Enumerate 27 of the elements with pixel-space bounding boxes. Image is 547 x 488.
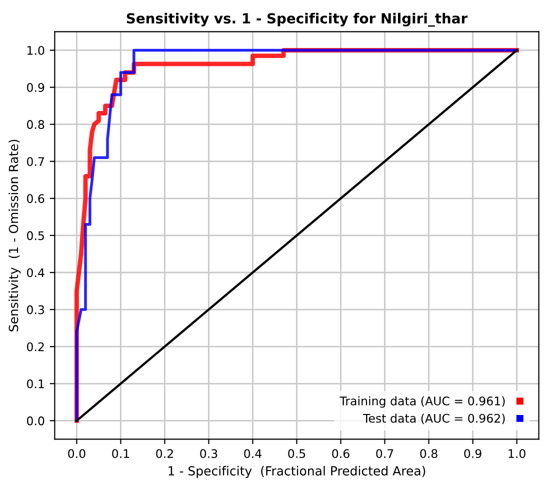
x-axis-title: 1 - Specificity (Fractional Predicted Area) [168, 466, 426, 478]
x-tick-label: 0.6 [332, 449, 350, 458]
y-tick-label: 0.3 [26, 305, 44, 314]
y-tick-label: 0.5 [26, 231, 44, 240]
y-tick-label: 0.2 [26, 342, 44, 352]
x-tick-label: 0.9 [464, 449, 482, 458]
x-tick-label: 0.2 [156, 449, 173, 458]
y-tick-label: 0.4 [26, 268, 44, 278]
x-tick-label: 0.4 [244, 449, 262, 458]
y-tick-label: 0.1 [26, 379, 44, 388]
y-axis-title: Sensitivity (1 - Omission Rate) [8, 140, 21, 332]
y-tick-label: 0.8 [26, 120, 44, 129]
y-tick-label: 0.6 [26, 194, 44, 204]
legend-label: Test data (AUC = 0.962) [362, 414, 505, 424]
x-tick-label: 1.0 [508, 449, 526, 458]
chart-title: Sensitivity vs. 1 - Specificity for Nilgiri_thar [126, 12, 468, 27]
x-tick-label: 0.1 [112, 449, 130, 458]
y-tick-label: 1.0 [28, 46, 44, 55]
x-tick-label: 0.0 [68, 449, 86, 458]
x-tick-label: 0.5 [288, 449, 306, 458]
y-tick-label: 0.7 [26, 157, 44, 166]
y-tick-label: 0.9 [26, 83, 44, 92]
x-tick-label: 0.7 [376, 449, 394, 458]
x-tick-label: 0.8 [420, 449, 438, 458]
legend-label: Training data (AUC = 0.961) [340, 396, 505, 408]
x-tick-label: 0.3 [200, 449, 218, 458]
y-tick-label: 0.0 [26, 416, 44, 426]
